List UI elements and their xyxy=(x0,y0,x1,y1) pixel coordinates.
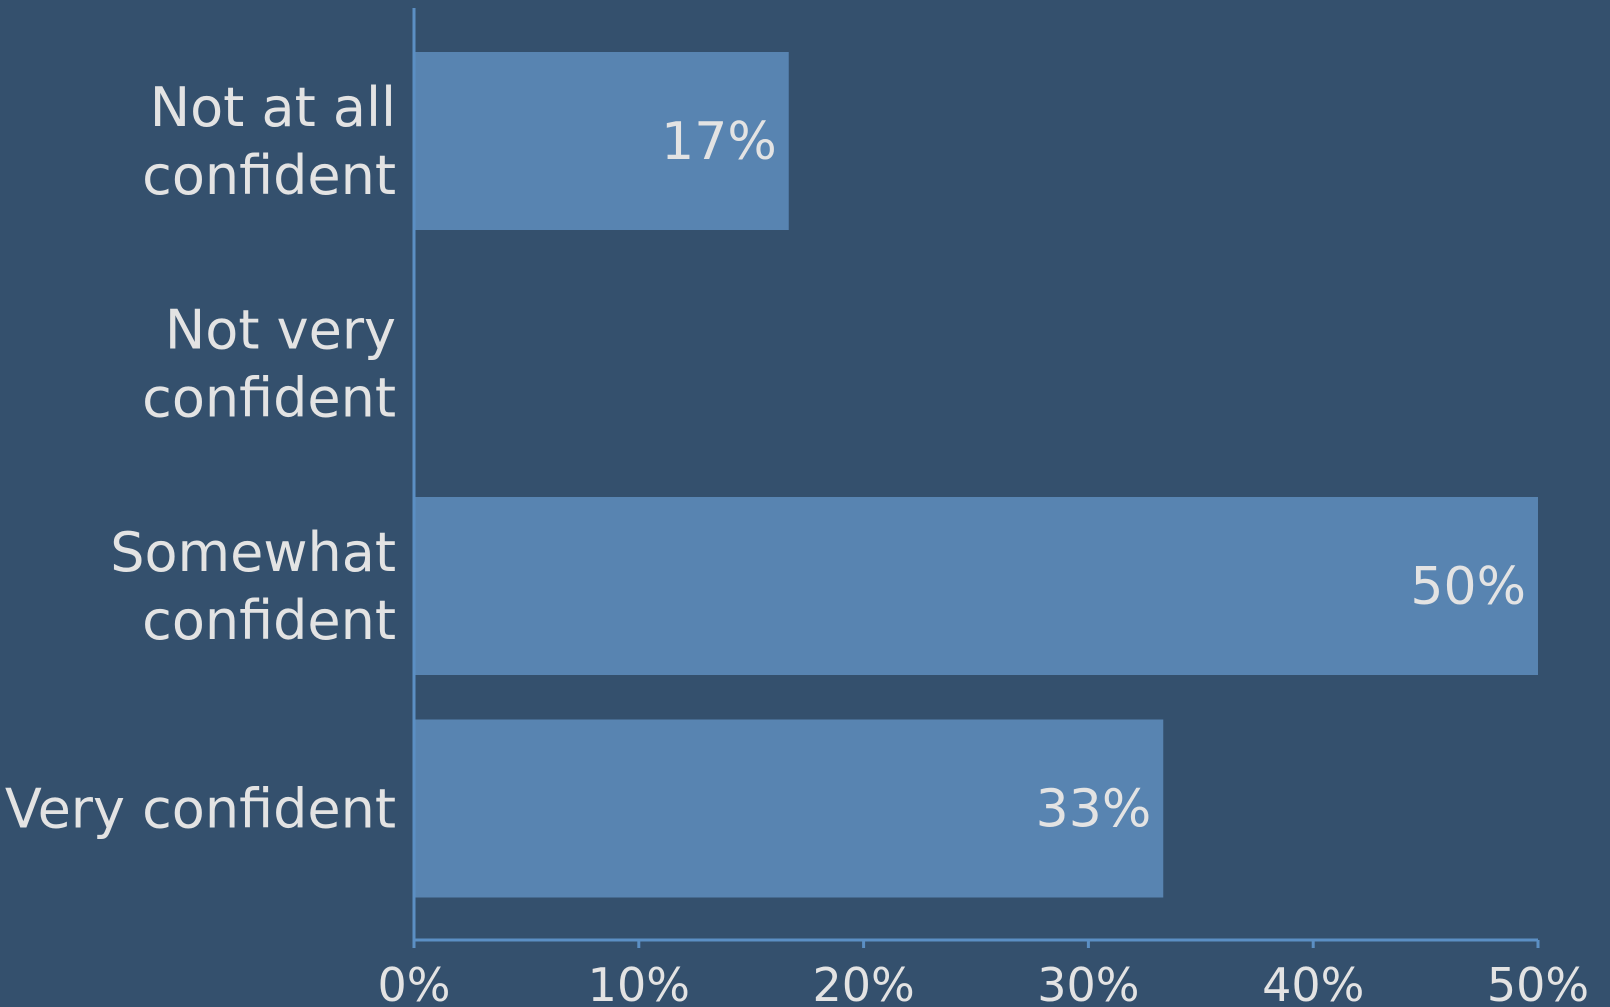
axes-group xyxy=(412,8,1540,948)
category-label-line: confident xyxy=(142,367,396,430)
bar-3 xyxy=(414,719,1164,898)
category-label-line: Somewhat xyxy=(110,521,396,584)
x-tick-label-3: 30% xyxy=(1037,958,1139,1007)
x-tick-label-4: 40% xyxy=(1262,958,1364,1007)
bar-value-label-0: 17% xyxy=(661,112,777,172)
category-label-line: confident xyxy=(142,144,396,207)
category-label-1: Not very confident xyxy=(142,299,396,430)
bar-0 xyxy=(414,52,789,230)
category-label-line: Not very xyxy=(165,299,396,362)
bar-value-label-3: 33% xyxy=(1036,780,1152,840)
category-label-2: Somewhat confident xyxy=(110,521,396,652)
bar-2 xyxy=(414,497,1538,675)
bar-value-label-2: 50% xyxy=(1410,557,1526,617)
x-tick-label-5: 50% xyxy=(1487,958,1589,1007)
x-tick-label-2: 20% xyxy=(812,958,914,1007)
category-label-3: Very confident xyxy=(5,778,396,841)
category-label-line: Very confident xyxy=(5,778,396,841)
category-label-0: Not at all confident xyxy=(142,76,396,207)
category-label-line: confident xyxy=(142,589,396,652)
x-tick-label-0: 0% xyxy=(378,958,451,1007)
category-label-line: Not at all xyxy=(150,76,396,139)
bars-group xyxy=(414,52,1538,898)
x-tick-label-1: 10% xyxy=(588,958,690,1007)
